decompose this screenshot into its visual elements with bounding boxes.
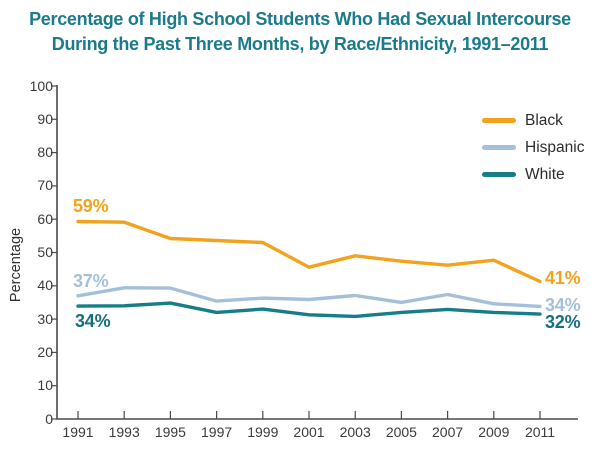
- y-tick-label: 0: [45, 410, 53, 427]
- y-tick-label: 100: [29, 77, 53, 94]
- line-black: [76, 219, 542, 284]
- legend-label-white: White: [525, 165, 565, 183]
- legend-item-white: White: [482, 161, 584, 188]
- x-tick-label: 1993: [108, 424, 140, 440]
- chart-title-line1: Percentage of High School Students Who H…: [29, 9, 571, 29]
- annotation-hispanic-start: 37%: [73, 271, 109, 291]
- y-tick-label: 50: [37, 244, 53, 260]
- x-tick-label: 1991: [62, 424, 94, 440]
- annotation-black-start: 59%: [73, 196, 109, 216]
- legend-swatch-black: [482, 118, 516, 123]
- y-tick-label: 60: [37, 210, 53, 227]
- chart-title-line2: During the Past Three Months, by Race/Et…: [51, 34, 549, 54]
- x-tick-label: 2001: [293, 424, 325, 440]
- x-tick-label: 2005: [385, 424, 417, 440]
- x-tick-label: 2011: [524, 424, 556, 440]
- annotation-black-end: 41%: [545, 268, 581, 288]
- legend-item-black: Black: [482, 107, 584, 134]
- y-tick-label: 90: [37, 110, 53, 127]
- y-tick-label: 20: [37, 343, 53, 360]
- y-axis-ticks: [51, 85, 57, 420]
- legend: Black Hispanic White: [482, 107, 584, 188]
- x-tick-label: 2003: [339, 424, 371, 440]
- x-tick-label: 1995: [154, 424, 186, 440]
- legend-label-black: Black: [525, 111, 563, 129]
- y-tick-label: 70: [37, 177, 53, 194]
- annotation-hispanic-end: 34%: [545, 295, 581, 315]
- y-tick-label: 80: [37, 144, 53, 161]
- x-tick-label: 2009: [478, 424, 510, 440]
- x-tick-label: 1999: [247, 424, 279, 440]
- y-axis-title: Percentage: [8, 227, 24, 303]
- x-axis-ticks: [77, 411, 541, 419]
- x-tick-label: 2007: [432, 424, 464, 440]
- legend-swatch-white: [482, 172, 516, 177]
- y-tick-label: 40: [37, 277, 53, 294]
- legend-swatch-hispanic: [482, 145, 516, 150]
- annotation-white-end: 32%: [545, 312, 581, 332]
- line-white: [76, 301, 542, 319]
- legend-item-hispanic: Hispanic: [482, 134, 584, 161]
- annotation-white-start: 34%: [75, 311, 111, 331]
- y-tick-label: 10: [37, 377, 53, 394]
- x-tick-label: 1997: [201, 424, 233, 440]
- y-tick-label: 30: [37, 310, 53, 327]
- legend-label-hispanic: Hispanic: [525, 138, 585, 156]
- line-hispanic: [76, 286, 542, 309]
